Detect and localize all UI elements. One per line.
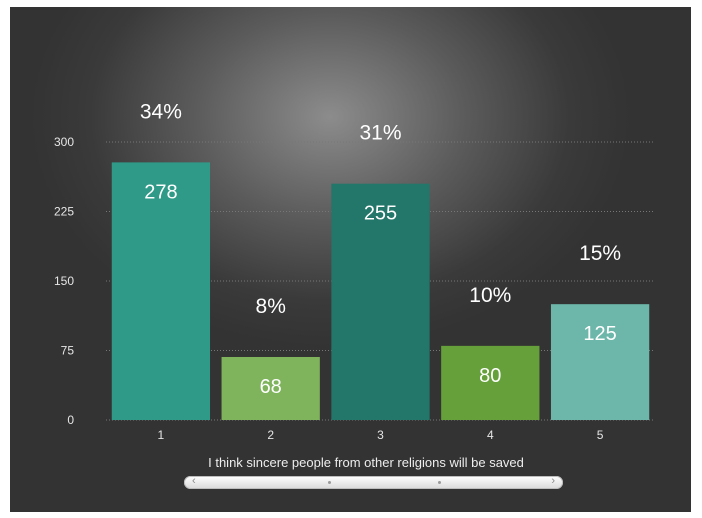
bar[interactable] — [550, 304, 650, 420]
x-tick-label: 2 — [267, 428, 274, 442]
scroll-thumb-dot — [328, 481, 331, 484]
x-tick-label: 5 — [597, 428, 604, 442]
bar-percent-label: 34% — [140, 100, 182, 123]
scroll-thumb-dot — [438, 481, 441, 484]
bar-percent-label: 10% — [469, 284, 511, 307]
bar-value-label: 125 — [583, 323, 616, 345]
horizontal-scrollbar[interactable]: ‹ › — [184, 475, 563, 489]
y-tick-label: 0 — [67, 413, 74, 427]
x-tick-label: 4 — [487, 428, 494, 442]
bar-value-label: 278 — [144, 181, 177, 203]
x-axis-ticks: 1 2 3 4 5 — [158, 428, 604, 442]
bar[interactable] — [221, 356, 320, 420]
y-tick-label: 150 — [54, 274, 74, 288]
x-tick-label: 1 — [158, 428, 165, 442]
y-axis-ticks: 0 75 150 225 300 — [54, 135, 74, 427]
bar-value-label: 80 — [479, 365, 501, 387]
bars: 278 34% 68 8% 255 31% 80 10% 125 15% — [111, 100, 650, 421]
x-axis-title: I think sincere people from other religi… — [208, 455, 524, 470]
scroll-right-icon[interactable]: › — [551, 475, 555, 487]
bar-value-label: 255 — [364, 203, 397, 225]
y-tick-label: 75 — [61, 344, 75, 358]
bar-value-label: 68 — [260, 376, 282, 398]
bar-percent-label: 31% — [359, 122, 401, 145]
y-tick-label: 300 — [54, 135, 74, 149]
bar[interactable] — [111, 162, 211, 421]
scroll-left-icon[interactable]: ‹ — [192, 475, 196, 487]
chart-panel: 0 75 150 225 300 278 34% 68 8% 255 31% 80 10% 125 15%… — [10, 7, 691, 512]
bar-percent-label: 15% — [579, 242, 621, 265]
x-tick-label: 3 — [377, 428, 384, 442]
bar-percent-label: 8% — [256, 295, 286, 318]
bar[interactable] — [441, 345, 540, 420]
y-tick-label: 225 — [54, 205, 74, 219]
bar[interactable] — [331, 183, 430, 420]
